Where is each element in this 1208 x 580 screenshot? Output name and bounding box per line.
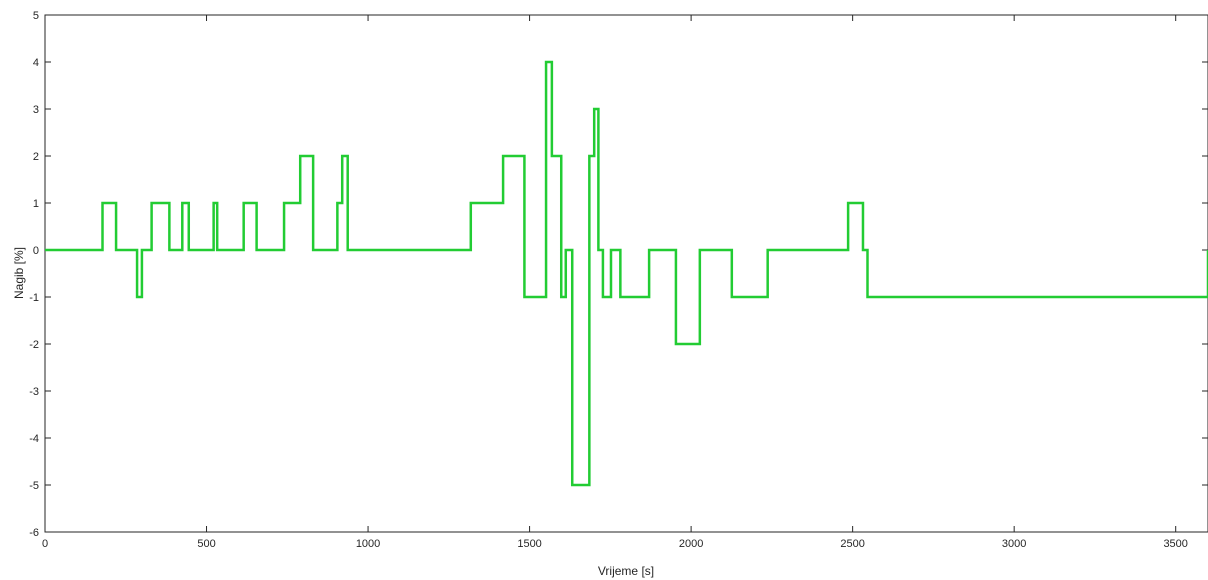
y-tick-label: -5 [29,480,39,492]
y-tick-label: -4 [29,433,39,445]
y-tick-label: -2 [29,339,39,351]
y-tick-label: -6 [29,527,39,539]
y-tick-label: 1 [33,198,39,210]
x-tick-label: 1000 [356,538,380,550]
y-tick-label: 4 [33,57,39,69]
y-tick-label: 0 [33,245,39,257]
y-tick-label: 2 [33,151,39,163]
x-tick-label: 2000 [679,538,703,550]
x-tick-label: 500 [197,538,215,550]
x-tick-label: 1500 [517,538,541,550]
y-tick-label: -3 [29,386,39,398]
x-axis-label: Vrijeme [s] [598,564,654,578]
y-tick-label: 3 [33,104,39,116]
plot-area [44,14,1208,533]
y-axis-label: Nagib [%] [12,247,26,299]
series-line [45,60,1208,487]
axis-ticks [44,14,1208,533]
x-tick-label: 3000 [1002,538,1026,550]
y-tick-label: 5 [33,10,39,22]
axis-tick-labels: 0 500 1000 1500 2000 2500 3000 3500 -6 -5 -4 -3 -2 -1… [29,10,1188,550]
x-tick-label: 3500 [1163,538,1187,550]
x-tick-label: 2500 [840,538,864,550]
x-tick-label: 0 [42,538,48,550]
y-tick-label: -1 [29,292,39,304]
